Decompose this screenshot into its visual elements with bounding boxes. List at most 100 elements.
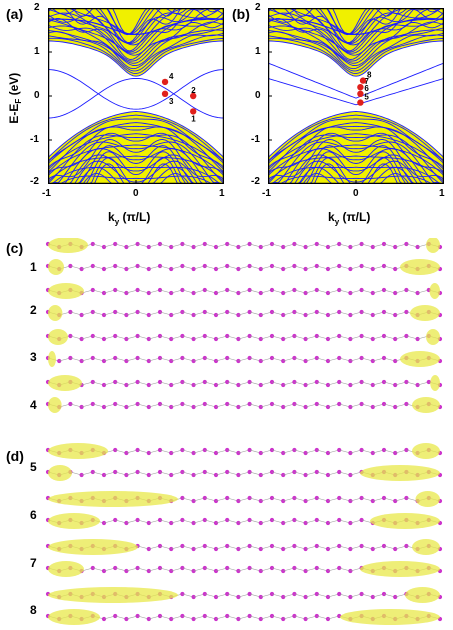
- valence-band-line: [268, 134, 444, 184]
- conduction-band-line: [268, 40, 444, 77]
- lattice-atom: [281, 546, 286, 552]
- state-marker-label: 6: [364, 84, 369, 93]
- density-blob: [400, 351, 440, 367]
- tick-x-b-m1: -1: [262, 188, 271, 199]
- lattice-atom: [258, 244, 263, 250]
- conduction-band-line: [268, 34, 444, 72]
- lattice-atom: [281, 358, 286, 364]
- conduction-band-line: [48, 8, 224, 43]
- state-label-1: 1: [30, 260, 37, 274]
- valence-band-line: [268, 126, 444, 168]
- lattice-atom: [202, 287, 207, 293]
- lattice-atom: [381, 401, 387, 407]
- lattice-atom: [258, 290, 263, 296]
- state-marker-label: 8: [367, 71, 372, 80]
- lattice-atom: [281, 290, 286, 296]
- density-blob: [429, 283, 440, 299]
- lattice-atom: [404, 447, 409, 453]
- lattice-atom: [281, 244, 286, 250]
- panel-d-label: (d): [6, 448, 24, 464]
- valence-band-line: [268, 144, 444, 176]
- density-blob: [405, 587, 440, 603]
- density-blob: [48, 491, 178, 507]
- density-blob: [410, 305, 440, 321]
- valence-band-line: [48, 114, 224, 162]
- lattice-atom: [135, 469, 140, 475]
- state-label-3: 3: [30, 350, 37, 364]
- valence-band-line: [268, 145, 444, 184]
- lattice-atom: [314, 469, 319, 475]
- lattice-atom: [157, 401, 163, 407]
- conduction-band-line: [268, 21, 444, 62]
- lattice-atom: [337, 379, 342, 385]
- density-blob: [48, 443, 108, 459]
- lattice-atom: [180, 401, 185, 407]
- density-blob: [48, 283, 84, 299]
- lattice-atom: [269, 591, 275, 597]
- lattice-atom: [281, 266, 286, 272]
- lattice-atom: [202, 309, 207, 315]
- lattice-atom: [202, 241, 207, 247]
- state-marker-label: 4: [169, 72, 174, 81]
- conduction-band-line: [48, 37, 224, 75]
- density-blob: [370, 513, 440, 529]
- tick-x-a-m1: -1: [42, 188, 51, 199]
- valence-band-line: [268, 125, 444, 173]
- lattice-atom: [113, 447, 118, 453]
- lattice-atom: [258, 616, 263, 622]
- state-marker: [357, 84, 364, 91]
- conduction-band-line: [268, 8, 444, 36]
- conduction-band-line: [48, 8, 224, 35]
- tick-x-a-1: 1: [219, 188, 225, 199]
- lattice-atom: [381, 447, 387, 453]
- conduction-band-line: [268, 12, 444, 54]
- valence-band-line: [268, 154, 444, 184]
- lattice-atom: [258, 266, 263, 272]
- valence-band-line: [48, 122, 224, 164]
- wavefunction-plots: [45, 238, 443, 625]
- lattice-atom: [281, 594, 286, 600]
- lattice-atom: [269, 241, 275, 247]
- conduction-band-line: [268, 18, 444, 60]
- valence-band-line: [268, 155, 444, 182]
- density-blob: [430, 375, 440, 391]
- y-axis-label: E-EF (eV): [6, 72, 24, 124]
- x-axis-label-b: ky (π/L): [328, 210, 371, 227]
- lattice-atom: [202, 263, 207, 269]
- lattice-atom: [281, 616, 286, 622]
- lattice-atom: [225, 333, 230, 339]
- state-marker: [190, 92, 197, 100]
- valence-band-line: [48, 141, 224, 184]
- tick-y-a-m2: -2: [30, 176, 39, 187]
- lattice-atom: [225, 379, 230, 385]
- lattice-atom: [281, 382, 286, 388]
- lattice-atom: [225, 241, 230, 247]
- panel-c-label: (c): [6, 240, 24, 256]
- density-blob: [48, 539, 138, 555]
- lattice-atom: [225, 401, 230, 407]
- valence-band-line: [48, 126, 224, 168]
- density-blob: [48, 259, 64, 275]
- valence-band-line: [268, 133, 444, 170]
- tick-x-a-0: 0: [133, 188, 139, 199]
- lattice-atom: [135, 379, 140, 385]
- lattice-atom: [269, 469, 275, 475]
- conduction-band-line: [268, 17, 444, 56]
- valence-band-line: [268, 114, 444, 162]
- valence-band-line: [48, 148, 224, 184]
- state-marker: [161, 78, 169, 86]
- lattice-atom: [269, 447, 275, 453]
- valence-fill: [268, 111, 444, 184]
- tick-y-a-0: 0: [34, 90, 40, 101]
- lattice-atom: [269, 287, 275, 293]
- lattice-atom: [337, 447, 342, 453]
- density-blob: [48, 329, 68, 345]
- valence-band-line: [48, 138, 224, 180]
- lattice-atom: [258, 498, 263, 504]
- conduction-band-line: [48, 8, 224, 44]
- valence-band-line: [48, 154, 224, 184]
- lattice-atom: [113, 469, 118, 475]
- lattice-atom: [426, 379, 431, 385]
- lattice-atom: [202, 333, 207, 339]
- lattice-atom: [157, 469, 163, 475]
